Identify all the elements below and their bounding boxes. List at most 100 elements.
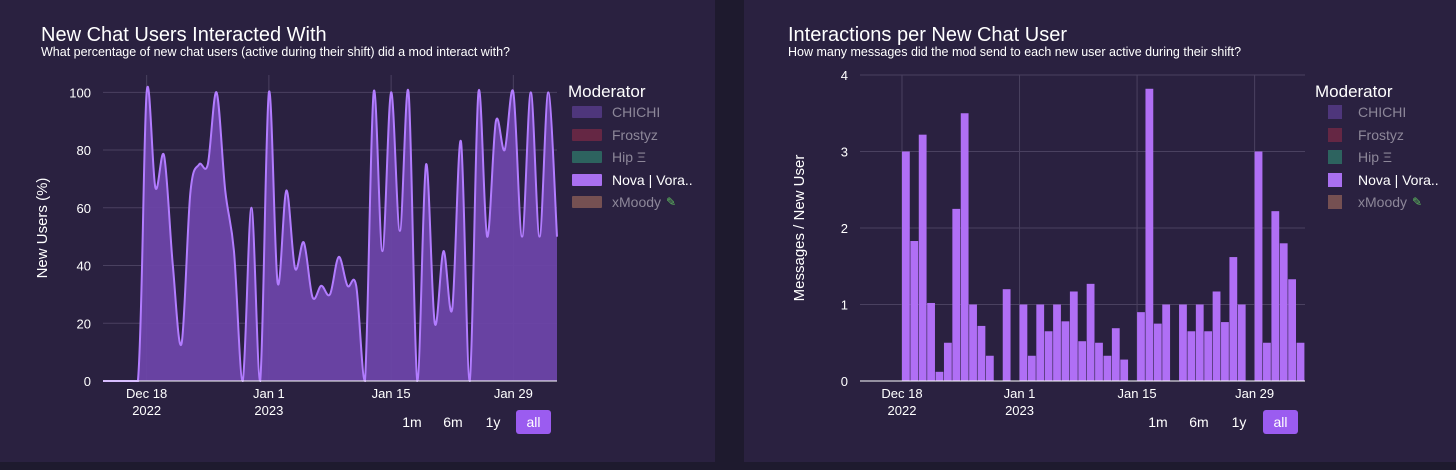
x-tick-label: Jan 1: [253, 386, 285, 401]
y-tick-label: 3: [841, 145, 848, 160]
x-tick-label: Jan 15: [1118, 386, 1157, 401]
x-tick-label-year: 2022: [888, 403, 917, 418]
legend-item[interactable]: Nova | Vora..: [1328, 172, 1439, 188]
x-tick-label: Jan 15: [372, 386, 411, 401]
bar: [1271, 211, 1280, 381]
legend-item[interactable]: xMoody ✎: [572, 194, 676, 210]
bar: [1254, 151, 1263, 381]
bar: [1179, 304, 1187, 381]
legend-swatch: [572, 151, 602, 163]
bar: [969, 304, 977, 381]
legend-label: Nova | Vora..: [1358, 171, 1439, 188]
legend-item[interactable]: Frostyz: [1328, 127, 1404, 143]
bar: [910, 241, 919, 381]
range-button-1m[interactable]: 1m: [402, 414, 422, 430]
legend-item[interactable]: Frostyz: [572, 127, 658, 143]
legend-label: Nova | Vora..: [612, 171, 693, 188]
bar: [1120, 359, 1129, 381]
legend-swatch: [572, 128, 602, 141]
legend-item[interactable]: Hip Ξ: [1328, 149, 1392, 165]
legend-label: Frostyz: [1358, 126, 1404, 143]
bar: [960, 113, 969, 381]
legend-label: xMoody: [612, 194, 662, 210]
bar: [1145, 88, 1154, 382]
series-area: [103, 86, 557, 381]
bar: [1061, 321, 1070, 381]
legend-label: Hip Ξ: [1358, 149, 1392, 165]
bar: [1027, 355, 1036, 381]
range-button-1y[interactable]: 1y: [485, 414, 501, 430]
legend-swatch: [1328, 172, 1342, 187]
y-axis-label: New Users (%): [34, 178, 51, 279]
legend-title: Moderator: [568, 82, 646, 101]
legend-item[interactable]: xMoody ✎: [1328, 194, 1422, 210]
chart-subtitle: How many messages did the mod send to ea…: [788, 45, 1242, 59]
bar: [1212, 291, 1221, 381]
legend-swatch: [1328, 127, 1342, 142]
x-tick-label-year: 2023: [1005, 403, 1034, 418]
y-tick-label: 2: [841, 221, 848, 236]
legend-item[interactable]: CHICHI: [1328, 104, 1406, 120]
y-tick-label: 0: [84, 374, 91, 389]
range-button-1y[interactable]: 1y: [1231, 414, 1247, 430]
bar: [1086, 283, 1095, 381]
bar: [901, 151, 910, 381]
pencil-icon: ✎: [1412, 195, 1423, 209]
bar: [1069, 291, 1078, 381]
legend-label: xMoody: [1358, 194, 1408, 210]
bar: [977, 325, 986, 381]
legend-swatch: [572, 196, 602, 208]
bar: [1095, 342, 1103, 381]
legend-title: Moderator: [1315, 82, 1393, 101]
bar: [935, 371, 944, 381]
x-tick-label-year: 2023: [254, 403, 283, 418]
y-tick-label: 100: [69, 85, 91, 100]
range-button-6m[interactable]: 6m: [443, 414, 463, 430]
bar: [1103, 355, 1112, 381]
legend-swatch: [1328, 150, 1342, 164]
bar: [1002, 289, 1011, 381]
legend-swatch: [1328, 105, 1342, 119]
bar: [1078, 341, 1087, 381]
bar: [943, 342, 952, 381]
pencil-icon: ✎: [666, 195, 677, 209]
y-tick-label: 1: [841, 298, 848, 313]
legend-item[interactable]: CHICHI: [572, 104, 660, 120]
range-button-1m[interactable]: 1m: [1148, 414, 1168, 430]
right-chart-panel: Interactions per New Chat User How many …: [744, 0, 1456, 462]
bar: [1195, 304, 1204, 381]
range-button-all[interactable]: all: [516, 410, 551, 434]
range-button-6m[interactable]: 6m: [1189, 414, 1209, 430]
legend-item[interactable]: Nova | Vora..: [572, 172, 693, 188]
legend-swatch: [572, 173, 602, 186]
bar-chart[interactable]: 0 1 2 3 4 Dec 18 2022 Jan 1 2023 Jan 15 Jan 29 Mess…: [744, 0, 1456, 462]
bar: [1187, 331, 1196, 381]
bar: [927, 302, 935, 381]
legend-item[interactable]: Hip Ξ: [572, 149, 646, 165]
area-chart[interactable]: 0 20 40 60 80 100 Dec 18 2022 Jan 1 2023 Jan 15 Jan…: [0, 0, 715, 462]
legend-label: Frostyz: [612, 126, 658, 143]
x-tick-label: Dec 18: [881, 386, 922, 401]
y-axis-label: Messages / New User: [791, 155, 808, 302]
bar: [985, 355, 994, 381]
legend-swatch: [1328, 195, 1342, 209]
y-tick-label: 40: [77, 259, 91, 274]
series-line: [103, 86, 558, 383]
left-chart-panel: New Chat Users Interacted With What perc…: [0, 0, 715, 462]
range-button-all[interactable]: all: [1263, 410, 1298, 434]
bar: [1221, 322, 1229, 381]
legend-label: CHICHI: [1358, 104, 1407, 120]
legend-label: Hip Ξ: [612, 149, 646, 165]
bar: [1229, 257, 1238, 381]
bar: [1288, 279, 1297, 381]
bar: [1053, 304, 1061, 381]
bar: [1137, 312, 1145, 381]
x-tick-label: Jan 29: [1235, 386, 1274, 401]
y-tick-label: 0: [841, 374, 848, 389]
y-tick-label: 20: [77, 316, 91, 331]
bar: [1162, 304, 1171, 381]
bar: [952, 208, 961, 381]
chart-title: New Chat Users Interacted With: [41, 24, 327, 46]
bar: [1296, 342, 1305, 381]
y-tick-label: 4: [841, 68, 848, 83]
